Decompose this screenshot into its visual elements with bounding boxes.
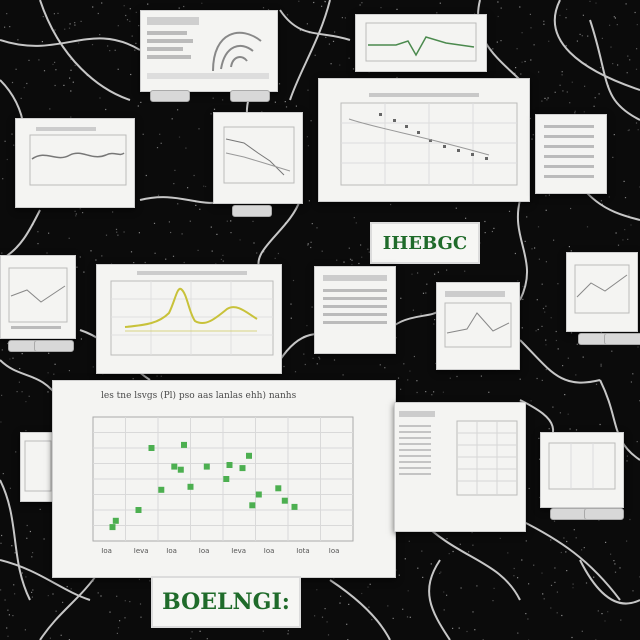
x-tick-label: Ioa [263,547,275,555]
x-tick-label: Ioa [328,547,340,555]
scatter-point [148,445,155,451]
scatter-thumbnail-icon [340,93,518,186]
scatter-point [181,441,187,448]
chart-thumbnail-icon [223,126,295,184]
scatter-plot [92,416,354,542]
scatter-point [177,466,184,473]
chart-thumbnail-icon [444,291,512,348]
panel-top-right-chart [318,78,530,202]
scatter-point [112,517,119,524]
scatter-point [239,465,246,472]
scatter-point [223,476,230,482]
x-tick-label: Ieva [133,547,149,555]
chart-thumbnail-icon [24,440,52,492]
scatter-point [109,524,116,531]
scatter-point [135,507,142,513]
scatter-point [171,463,178,470]
peak-line-chart-icon [110,271,274,356]
scatter-point [187,483,194,490]
panel-document-pair [394,402,526,532]
scatter-point [281,497,288,504]
chart-thumbnail-icon [8,267,68,329]
panel-left-upper [15,118,135,208]
chart-thumbnail-icon [574,264,630,314]
line-chart-thumbnail-icon [29,127,127,186]
panel-right-middle [436,282,520,370]
x-tick-label: Ioa [166,547,177,555]
panel-left-middle [0,255,76,339]
scatter-point [255,491,262,498]
document-thumbnail-icon [399,411,518,496]
scatter-point [226,462,233,468]
panel-top-left [140,10,278,92]
scatter-point [203,463,210,470]
main-chart-caption: les tne lsvgs (Pl) pso aas lanlas ehh) n… [101,391,297,401]
scatter-point [249,502,256,509]
x-tick-label: Iota [296,547,310,555]
x-tick-label: Ieva [231,547,247,555]
scatter-point [158,486,165,493]
x-tick-label: Ioa [101,547,112,555]
panel-peak-chart [96,264,282,374]
chart-thumbnail-icon [548,442,616,490]
diagram-thumbnail-icon [147,17,269,79]
panel-lower-right [540,432,624,508]
scatter-point [291,503,298,510]
scatter-point [275,485,282,492]
panel-top-center [355,14,487,72]
panel-far-right-middle [566,252,638,332]
bottom-label-text: BOELNGI: [162,589,290,615]
table-thumbnail-icon [544,125,594,178]
scatter-point [246,452,252,459]
panel-center-left-upper [213,112,303,204]
top-label-text: IHEBGC [382,232,468,254]
x-tick-label: Ioa [198,547,210,555]
panel-right-upper [535,114,607,194]
panel-lower-left-small [20,432,56,502]
main-scatter-panel: les tne lsvgs (Pl) pso aas lanlas ehh) n… [52,380,396,578]
bottom-label: BOELNGI: [151,576,301,628]
table-thumbnail-icon [323,275,387,324]
line-chart-thumbnail-icon [365,22,477,62]
panel-center-middle [314,266,396,354]
top-label: IHEBGC [370,222,480,264]
